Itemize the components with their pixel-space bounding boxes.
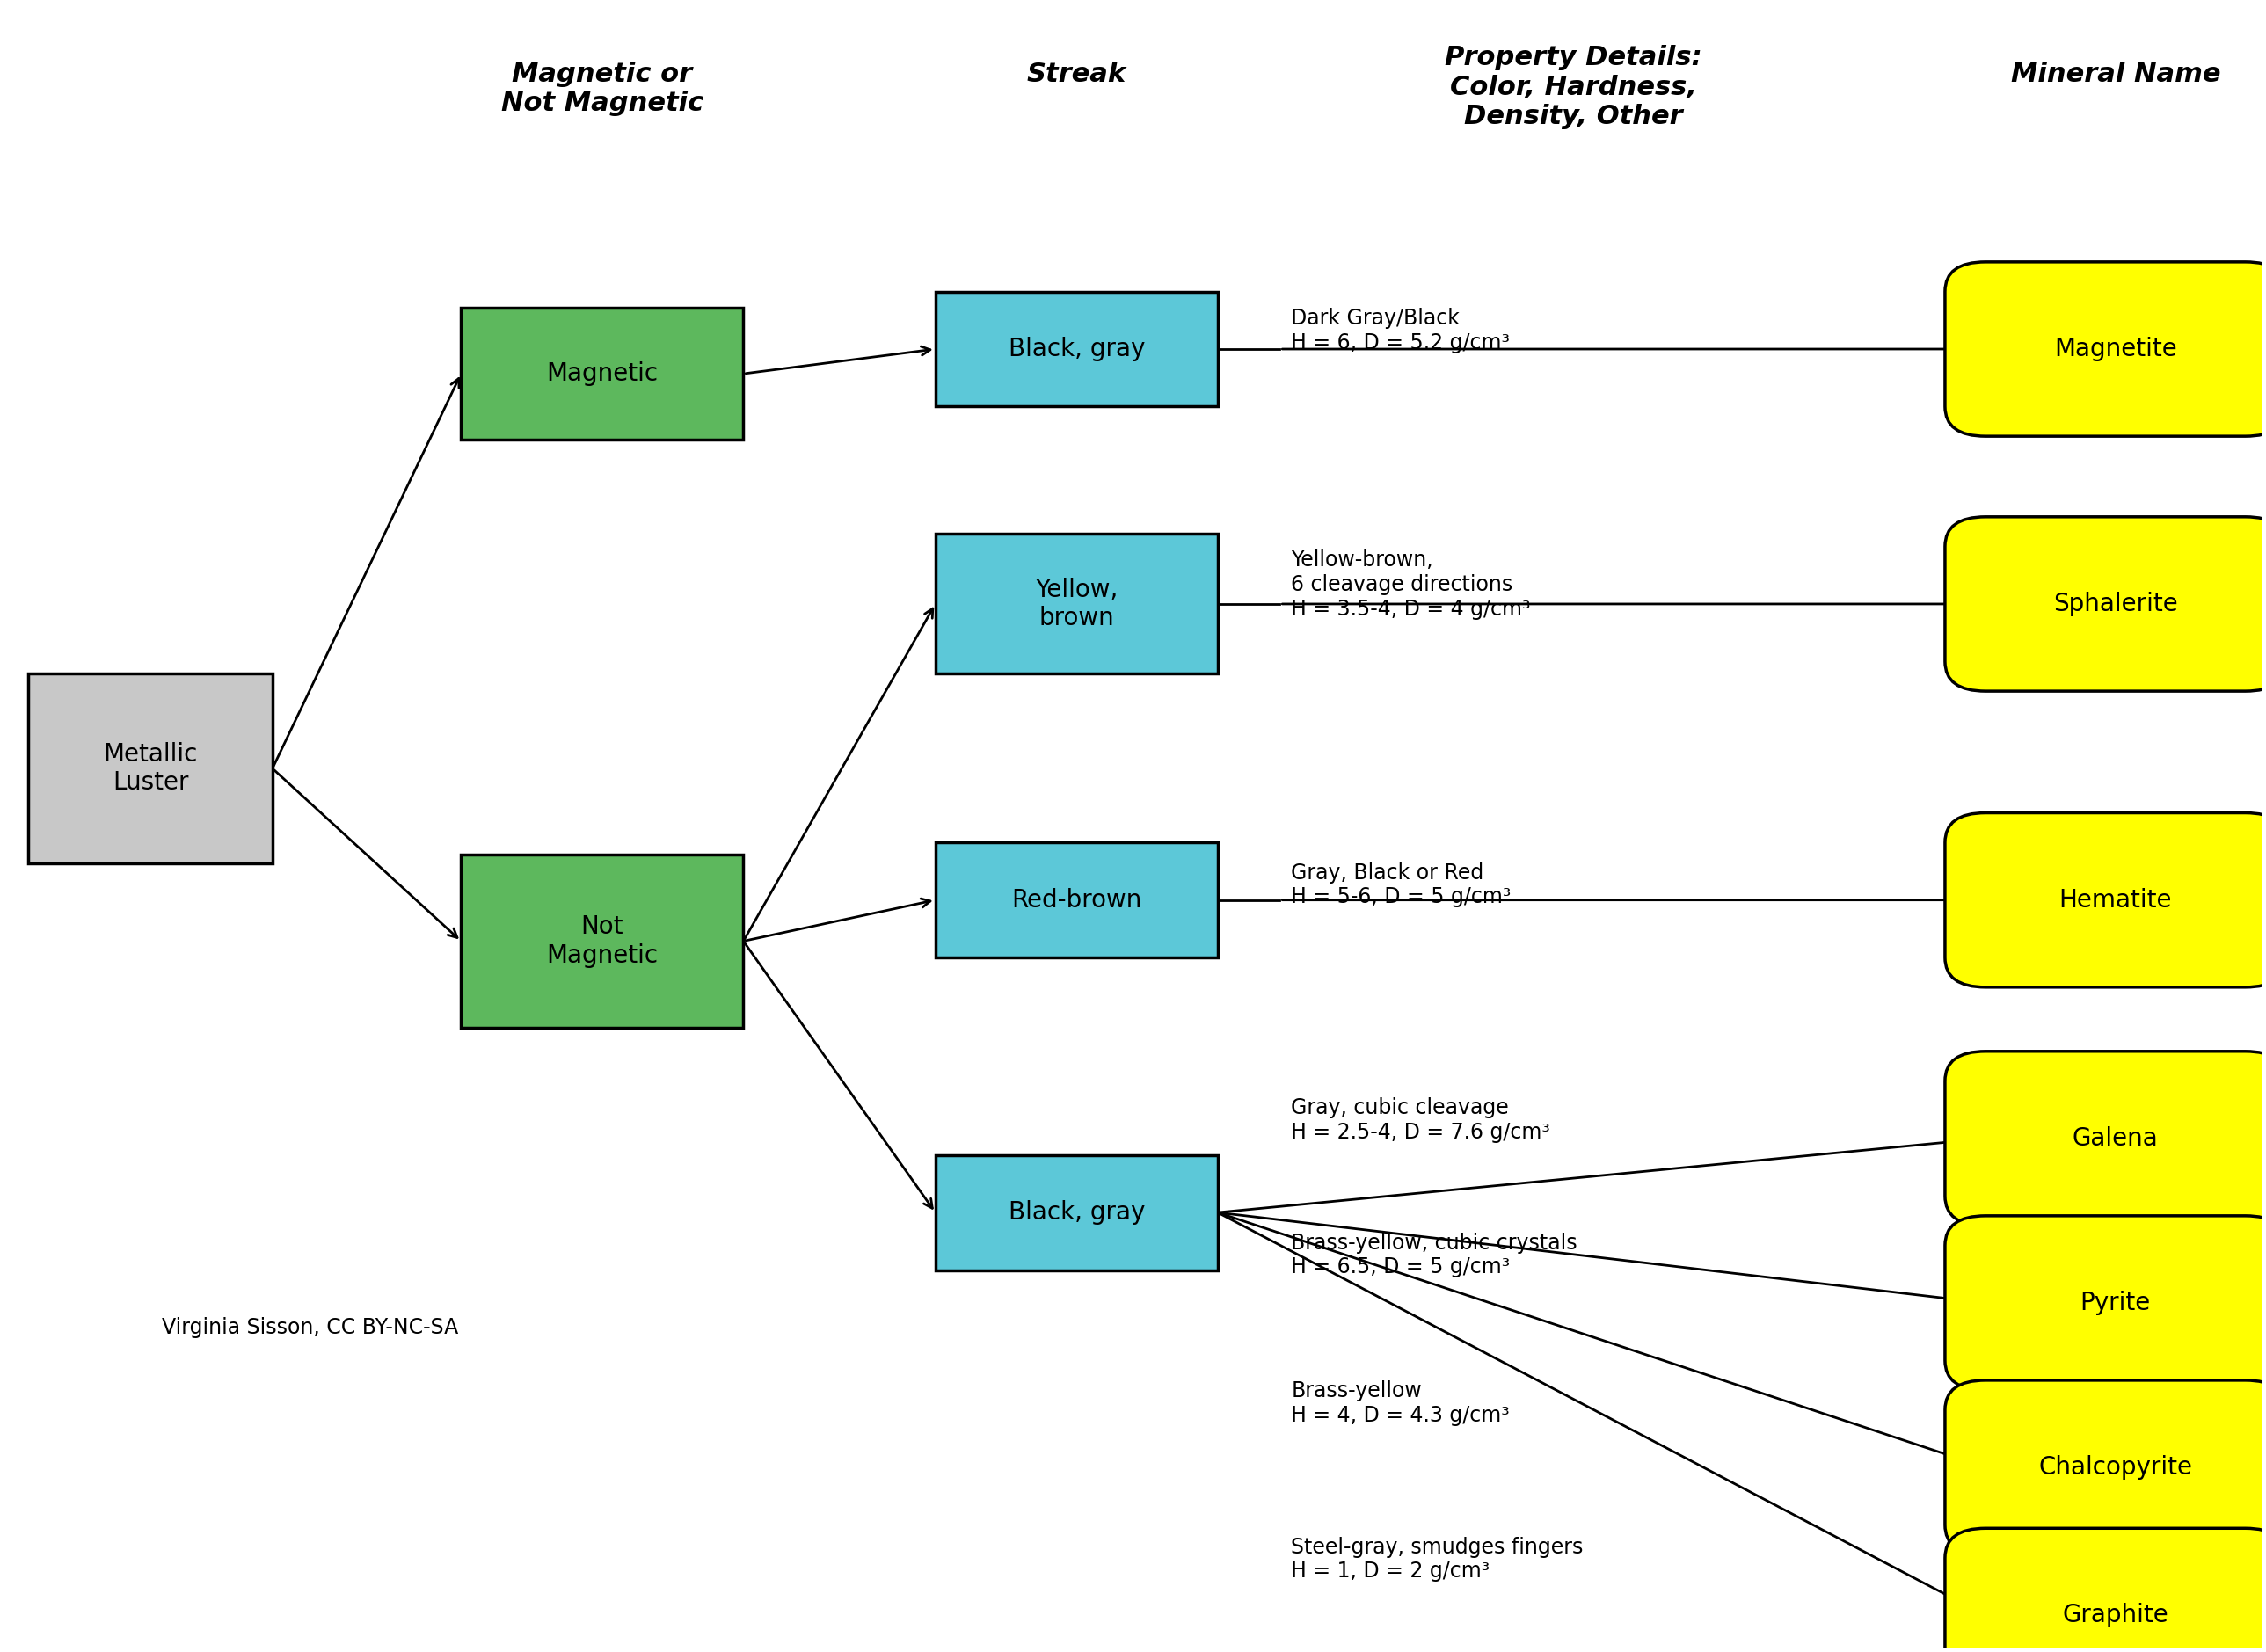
Text: Dark Gray/Black
H = 6, D = 5.2 g/cm³: Dark Gray/Black H = 6, D = 5.2 g/cm³: [1292, 307, 1509, 354]
FancyBboxPatch shape: [1944, 1216, 2266, 1389]
Text: Virginia Sisson, CC BY-NC-SA: Virginia Sisson, CC BY-NC-SA: [161, 1317, 458, 1338]
FancyBboxPatch shape: [1944, 517, 2266, 691]
Text: Brass-yellow
H = 4, D = 4.3 g/cm³: Brass-yellow H = 4, D = 4.3 g/cm³: [1292, 1381, 1509, 1426]
FancyBboxPatch shape: [1944, 263, 2266, 436]
Text: Black, gray: Black, gray: [1008, 337, 1144, 362]
FancyBboxPatch shape: [1944, 1051, 2266, 1226]
Text: Magnetic or
Not Magnetic: Magnetic or Not Magnetic: [501, 61, 702, 116]
Text: Magnetite: Magnetite: [2053, 337, 2178, 362]
FancyBboxPatch shape: [936, 534, 1217, 674]
FancyBboxPatch shape: [1944, 1528, 2266, 1652]
Text: Yellow-brown,
6 cleavage directions
H = 3.5-4, D = 4 g/cm³: Yellow-brown, 6 cleavage directions H = …: [1292, 550, 1532, 620]
Text: Brass-yellow, cubic crystals
H = 6.5, D = 5 g/cm³: Brass-yellow, cubic crystals H = 6.5, D …: [1292, 1232, 1577, 1277]
Text: Steel-gray, smudges fingers
H = 1, D = 2 g/cm³: Steel-gray, smudges fingers H = 1, D = 2…: [1292, 1536, 1584, 1583]
FancyBboxPatch shape: [460, 307, 743, 439]
FancyBboxPatch shape: [1944, 1381, 2266, 1555]
Text: Gray, cubic cleavage
H = 2.5-4, D = 7.6 g/cm³: Gray, cubic cleavage H = 2.5-4, D = 7.6 …: [1292, 1097, 1550, 1143]
Text: Property Details:
Color, Hardness,
Density, Other: Property Details: Color, Hardness, Densi…: [1446, 45, 1702, 129]
FancyBboxPatch shape: [936, 1155, 1217, 1270]
FancyBboxPatch shape: [936, 291, 1217, 406]
Text: Metallic
Luster: Metallic Luster: [104, 742, 197, 795]
Text: Streak: Streak: [1026, 61, 1126, 86]
FancyBboxPatch shape: [460, 854, 743, 1028]
Text: Mineral Name: Mineral Name: [2010, 61, 2221, 86]
Text: Sphalerite: Sphalerite: [2053, 591, 2178, 616]
Text: Yellow,
brown: Yellow, brown: [1036, 578, 1117, 631]
Text: Hematite: Hematite: [2060, 887, 2173, 912]
Text: Galena: Galena: [2073, 1127, 2159, 1151]
FancyBboxPatch shape: [936, 843, 1217, 958]
Text: Black, gray: Black, gray: [1008, 1201, 1144, 1224]
Text: Magnetic: Magnetic: [546, 362, 657, 387]
Text: Pyrite: Pyrite: [2080, 1290, 2150, 1315]
Text: Gray, Black or Red
H = 5-6, D = 5 g/cm³: Gray, Black or Red H = 5-6, D = 5 g/cm³: [1292, 862, 1511, 907]
Text: Chalcopyrite: Chalcopyrite: [2039, 1455, 2193, 1480]
Text: Graphite: Graphite: [2062, 1602, 2169, 1627]
Text: Red-brown: Red-brown: [1011, 887, 1142, 912]
Text: Not
Magnetic: Not Magnetic: [546, 915, 657, 968]
FancyBboxPatch shape: [29, 674, 272, 862]
FancyBboxPatch shape: [1944, 813, 2266, 988]
